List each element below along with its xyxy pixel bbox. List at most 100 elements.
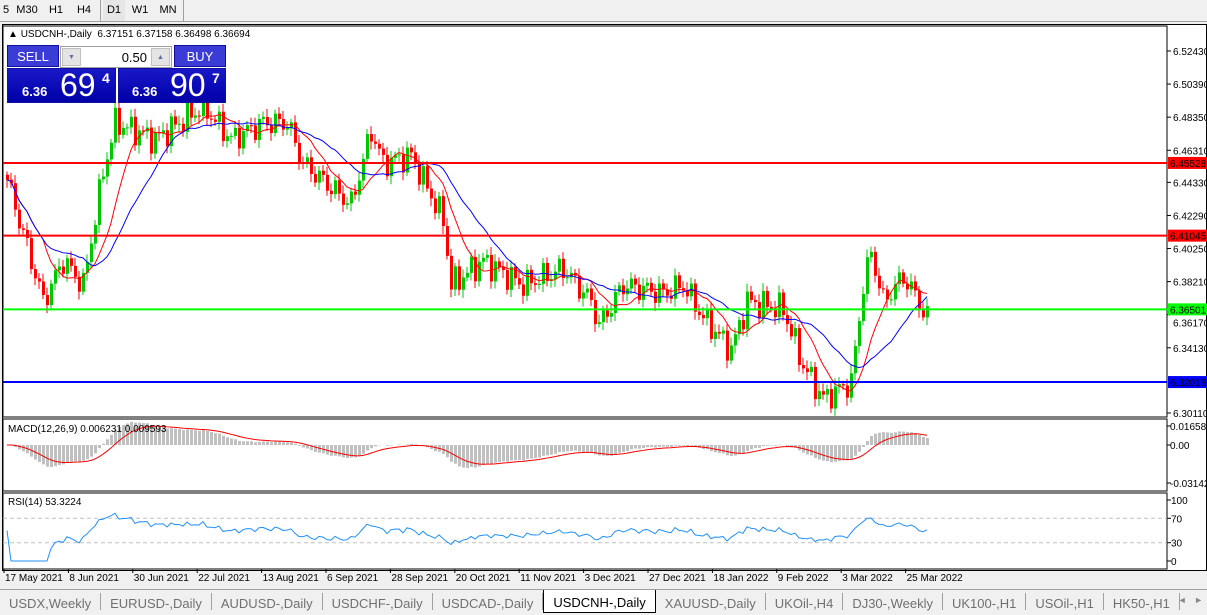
macd-histogram-bar: [214, 433, 217, 445]
macd-histogram-bar: [250, 441, 253, 445]
macd-histogram-bar: [790, 445, 793, 448]
level-price-badge: [1168, 303, 1207, 316]
date-label: 8 Jun 2021: [69, 573, 119, 584]
candle-body: [170, 116, 173, 147]
price-label: 6.46310: [1173, 146, 1207, 157]
macd-histogram-bar: [534, 445, 537, 459]
candle-body: [626, 288, 629, 295]
tab-scroll-arrows[interactable]: ◄ ►: [1177, 595, 1203, 605]
level-price-badge: [1168, 156, 1207, 169]
one-click-trading-panel: SELL ▼ 0.50 ▲ BUY 6.36 69 4 6.36 90 7: [7, 45, 226, 103]
macd-histogram-bar: [750, 445, 753, 450]
buy-price[interactable]: 6.36 90 7: [118, 67, 226, 103]
tab-audusd-daily[interactable]: AUDUSD-,Daily: [212, 593, 323, 610]
date-label: 30 Jun 2021: [134, 573, 189, 584]
candle-body: [782, 292, 785, 316]
macd-histogram-bar: [110, 434, 113, 445]
tab-uk100-h1[interactable]: UK100-,H1: [943, 593, 1027, 610]
level-price-label: 6.41045: [1170, 232, 1207, 243]
price-label: 6.50390: [1173, 80, 1207, 91]
tf-h1[interactable]: H1: [48, 4, 64, 16]
macd-histogram-bar: [718, 445, 721, 454]
candle-body: [42, 281, 45, 296]
tf-m5[interactable]: 5: [2, 4, 10, 16]
date-label: 25 Mar 2022: [907, 573, 964, 584]
macd-histogram-bar: [490, 445, 493, 465]
candle-body: [830, 389, 833, 409]
macd-label: MACD(12,26,9) 0.006231 0.009593: [8, 424, 167, 435]
macd-histogram-bar: [514, 445, 517, 461]
price-label: 6.40250: [1173, 245, 1207, 256]
candle-body: [66, 258, 69, 274]
lot-value[interactable]: 0.50: [121, 50, 147, 65]
tab-hk50-h1[interactable]: HK50-,H1: [1104, 593, 1180, 610]
macd-panel-border: [2, 418, 1168, 492]
tab-ukoil-h4[interactable]: UKOil-,H4: [766, 593, 844, 610]
rsi-panel-border: [2, 492, 1168, 570]
tab-usdcad-daily[interactable]: USDCAD-,Daily: [433, 593, 544, 610]
candle-body: [734, 334, 737, 346]
macd-signal-line: [6, 425, 928, 465]
lot-increase-icon[interactable]: ▲: [151, 48, 170, 66]
date-label: 11 Nov 2021: [520, 573, 576, 584]
tf-d1[interactable]: D1: [103, 0, 125, 21]
tab-usdcnh-daily[interactable]: USDCNH-,Daily: [543, 590, 656, 613]
macd-histogram-bar: [266, 441, 269, 445]
candle-body: [462, 277, 465, 290]
macd-histogram-bar: [726, 445, 729, 456]
tab-usdchf-daily[interactable]: USDCHF-,Daily: [323, 593, 433, 610]
candle-body: [750, 291, 753, 300]
tab-usoil-h1[interactable]: USOil-,H1: [1026, 593, 1104, 610]
candle-body: [34, 269, 37, 279]
candle-body: [126, 127, 129, 129]
buy-button[interactable]: BUY: [174, 45, 226, 67]
candle-body: [370, 134, 373, 142]
candle-body: [310, 157, 313, 174]
macd-histogram-bar: [310, 445, 313, 451]
tf-h4[interactable]: H4: [76, 4, 92, 16]
chart-ohlc: 6.37151 6.37158 6.36498 6.36694: [97, 29, 251, 40]
tf-mn[interactable]: MN: [159, 4, 177, 16]
macd-histogram-bar: [202, 429, 205, 445]
sell-price[interactable]: 6.36 69 4: [7, 67, 116, 103]
macd-histogram-bar: [602, 445, 605, 456]
macd-histogram-bar: [78, 445, 81, 462]
macd-histogram-bar: [458, 445, 461, 467]
macd-histogram-bar: [770, 445, 773, 446]
chart-symbol: USDCNH-,Daily: [20, 29, 92, 40]
candle-body: [514, 266, 517, 279]
candle-body: [742, 320, 745, 330]
tab-xauusd-daily[interactable]: XAUUSD-,Daily: [656, 593, 766, 610]
macd-histogram-bar: [186, 429, 189, 445]
candle-body: [134, 116, 137, 146]
macd-histogram-bar: [598, 445, 601, 456]
candle-body: [22, 228, 25, 230]
candle-body: [638, 284, 641, 300]
candle-body: [846, 385, 849, 398]
tab-dj30-weekly[interactable]: DJ30-,Weekly: [843, 593, 943, 610]
candle-body: [890, 299, 893, 301]
macd-histogram-bar: [50, 445, 53, 468]
lot-decrease-icon[interactable]: ▼: [62, 48, 81, 66]
sell-button[interactable]: SELL: [7, 45, 59, 67]
candle-body: [430, 188, 433, 199]
candle-body: [442, 196, 445, 227]
date-label: 18 Jan 2022: [713, 573, 768, 584]
tab-eurusd-daily[interactable]: EURUSD-,Daily: [101, 593, 212, 610]
candle-body: [78, 276, 81, 292]
tab-usdx-weekly[interactable]: USDX,Weekly: [0, 593, 102, 610]
candle-body: [194, 115, 197, 118]
tf-w1[interactable]: W1: [131, 4, 149, 16]
tf-m30[interactable]: M30: [16, 4, 38, 16]
macd-histogram-bar: [922, 436, 925, 445]
rsi-line: [6, 512, 928, 562]
macd-histogram-bar: [318, 445, 321, 453]
moving-average-slow: [6, 122, 928, 369]
moving-average-fast: [6, 114, 928, 392]
lot-size-field[interactable]: ▼ 0.50 ▲: [60, 46, 172, 68]
sell-price-pips: 69: [60, 67, 96, 103]
candle-body: [486, 254, 489, 258]
macd-histogram-bar: [498, 445, 501, 462]
macd-axis-label: 0.016586: [1170, 422, 1207, 433]
